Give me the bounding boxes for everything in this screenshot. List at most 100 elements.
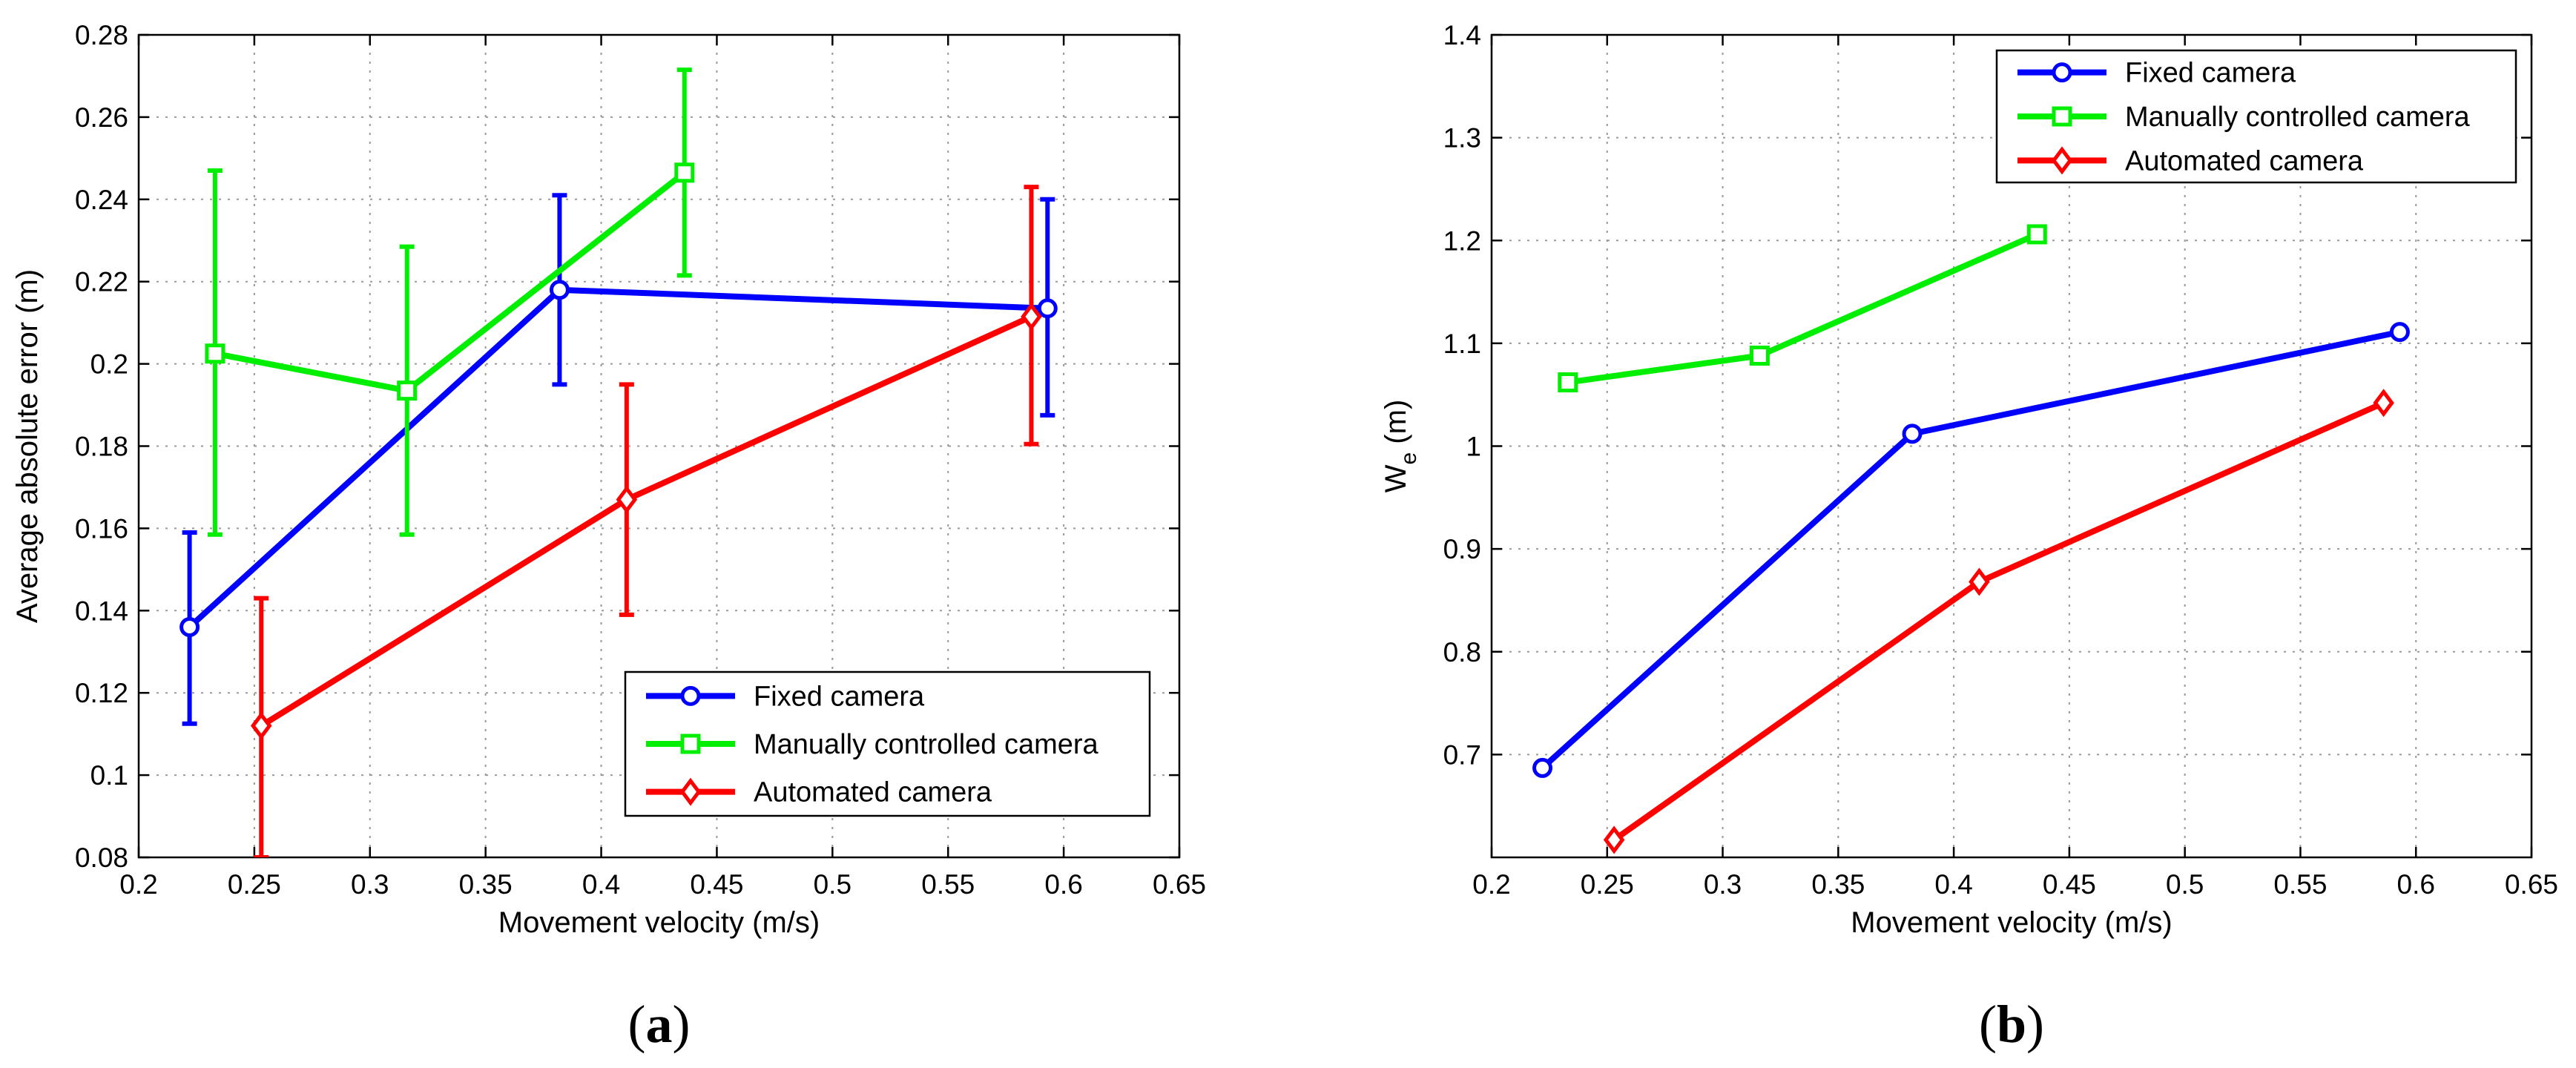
series-automated-camera <box>1603 389 2394 854</box>
panel-label: (a) <box>628 995 691 1054</box>
chart-b: 0.2 0.25 0.3 0.35 0.4 0.45 0.5 0.55 0.6 0.65 0.7 0.… <box>1380 20 2558 1054</box>
x-tick-label: 0.55 <box>2273 869 2327 900</box>
y-tick-label: 0.24 <box>75 185 128 215</box>
data-point <box>397 380 418 401</box>
grid-lines <box>1492 35 2531 857</box>
x-tick-label: 0.6 <box>2397 869 2435 900</box>
legend-entry: Manually controlled camera <box>754 729 1099 760</box>
legend-swatch-marker <box>2051 146 2073 175</box>
series-manually-controlled-camera <box>205 67 695 537</box>
x-tick-label: 0.45 <box>690 869 743 900</box>
y-tick-label: 0.1 <box>90 760 128 791</box>
y-axis-label: We (m) <box>1380 400 1421 493</box>
y-tick-label: 1.3 <box>1443 123 1481 154</box>
series-automated-camera <box>250 185 1042 857</box>
x-tick-label: 0.65 <box>2505 869 2558 900</box>
data-point <box>1902 423 1923 444</box>
x-tick-label: 0.65 <box>1153 869 1206 900</box>
y-tick-label: 0.26 <box>75 102 128 133</box>
data-point <box>2389 322 2410 343</box>
y-tick-label: 0.8 <box>1443 637 1481 668</box>
y-tick-label: 0.7 <box>1443 739 1481 770</box>
data-point <box>250 711 272 740</box>
chart-a: 0.2 0.25 0.3 0.35 0.4 0.45 0.5 0.55 0.6 0.650.080… <box>11 20 1206 1054</box>
x-tick-label: 0.55 <box>921 869 975 900</box>
data-point <box>1603 825 1625 854</box>
x-tick-label: 0.45 <box>2043 869 2096 900</box>
x-axis-label: Movement velocity (m/s) <box>498 906 820 939</box>
panel-label-open: ( <box>628 995 646 1054</box>
legend-swatch-marker <box>2052 106 2072 127</box>
legend: Fixed camera Manually controlled camera Au… <box>624 670 1151 817</box>
y-tick-label: 1 <box>1466 432 1481 462</box>
y-tick-label: 0.18 <box>75 432 128 462</box>
series-line <box>214 170 687 394</box>
y-axis-label-main: W <box>1380 464 1412 492</box>
y-tick-label: 0.28 <box>75 20 128 50</box>
x-tick-label: 0.5 <box>814 869 851 900</box>
series-line <box>1540 329 2401 771</box>
y-axis-label-sub: e <box>1397 452 1421 465</box>
x-tick-label: 0.3 <box>1704 869 1742 900</box>
data-point <box>549 280 570 300</box>
y-tick-label: 0.16 <box>75 513 128 544</box>
series-line <box>1612 400 2385 843</box>
data-point <box>205 343 225 364</box>
data-point <box>2373 389 2394 418</box>
y-tick-label: 0.08 <box>75 843 128 873</box>
x-tick-label: 0.5 <box>2166 869 2204 900</box>
y-tick-label: 1.4 <box>1443 20 1481 50</box>
x-tick-label: 0.2 <box>119 869 157 900</box>
y-tick-label: 0.22 <box>75 267 128 297</box>
y-tick-label: 0.9 <box>1443 534 1481 564</box>
data-point <box>1532 757 1553 778</box>
panel-label-open: ( <box>1979 995 1997 1054</box>
series-manually-controlled-camera <box>1558 224 2047 393</box>
y-tick-label: 1.2 <box>1443 225 1481 256</box>
x-tick-label: 0.3 <box>351 869 389 900</box>
data-point <box>1558 372 1578 393</box>
data-point <box>674 162 695 183</box>
data-point <box>179 616 200 637</box>
data-point <box>1749 346 1770 366</box>
legend-swatch-marker <box>679 777 702 806</box>
x-tick-label: 0.35 <box>459 869 513 900</box>
data-point <box>616 485 638 514</box>
legend-entry: Automated camera <box>2125 145 2364 177</box>
x-tick-label: 0.2 <box>1472 869 1510 900</box>
series-line <box>1567 231 2038 386</box>
y-axis-label: Average absolute error (m) <box>11 269 44 623</box>
ticks: 0.2 0.25 0.3 0.35 0.4 0.45 0.5 0.55 0.6 0.65 0.7 0.… <box>1443 20 2558 900</box>
x-tick-label: 0.35 <box>1811 869 1865 900</box>
data-point <box>1021 302 1042 331</box>
series-line <box>260 314 1033 728</box>
legend-swatch-marker <box>680 685 701 706</box>
x-tick-label: 0.4 <box>582 869 620 900</box>
y-tick-label: 0.14 <box>75 596 128 626</box>
data-point <box>1037 298 1058 319</box>
data-point <box>1969 567 1990 596</box>
y-tick-label: 1.1 <box>1443 329 1481 359</box>
legend-swatch-marker <box>680 734 701 754</box>
series-fixed-camera <box>1532 322 2410 778</box>
x-tick-label: 0.4 <box>1934 869 1972 900</box>
y-tick-label: 0.2 <box>90 349 128 380</box>
legend: Fixed camera Manually controlled camera Au… <box>1995 49 2517 184</box>
legend-swatch-marker <box>2052 62 2072 83</box>
data-point <box>2026 224 2047 245</box>
panel-label-letter: a <box>646 995 673 1054</box>
panel-label-close: ) <box>2026 995 2044 1054</box>
panel-label-letter: b <box>1997 995 2026 1054</box>
x-axis-label: Movement velocity (m/s) <box>1851 906 2172 939</box>
legend-entry: Manually controlled camera <box>2125 102 2471 133</box>
panel-label-close: ) <box>673 995 691 1054</box>
legend-entry: Fixed camera <box>754 681 925 712</box>
panel-label: (b) <box>1979 995 2044 1054</box>
legend-entry: Fixed camera <box>2125 58 2296 89</box>
series-fixed-camera <box>179 193 1058 726</box>
legend-entry: Automated camera <box>754 777 992 808</box>
x-tick-label: 0.25 <box>1581 869 1634 900</box>
y-axis-label-unit: (m) <box>1380 400 1412 452</box>
series-line <box>187 286 1048 630</box>
